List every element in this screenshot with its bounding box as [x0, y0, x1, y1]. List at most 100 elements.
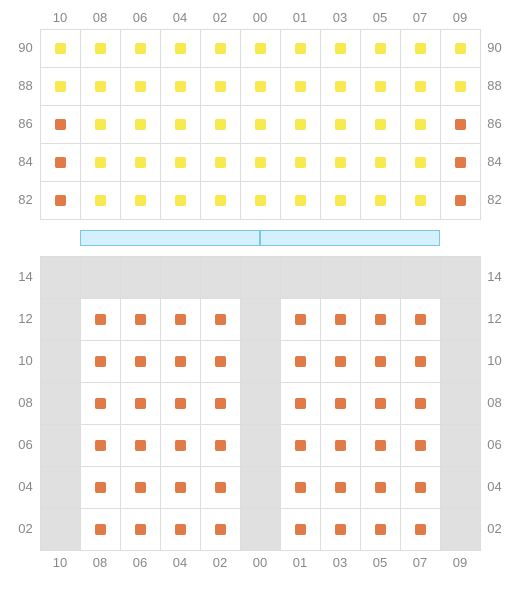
seat-cell[interactable]: [321, 383, 361, 425]
seat-cell[interactable]: [41, 144, 81, 182]
seat-cell[interactable]: [401, 144, 441, 182]
seat-cell[interactable]: [41, 68, 81, 106]
seat-cell[interactable]: [121, 68, 161, 106]
seat-cell[interactable]: [81, 425, 121, 467]
seat-cell[interactable]: [121, 341, 161, 383]
seat-cell[interactable]: [121, 106, 161, 144]
seat-cell[interactable]: [241, 144, 281, 182]
seat-cell[interactable]: [201, 467, 241, 509]
seat-cell[interactable]: [361, 144, 401, 182]
seat-cell[interactable]: [81, 341, 121, 383]
seat-cell[interactable]: [321, 106, 361, 144]
seat-cell[interactable]: [81, 299, 121, 341]
seat-cell[interactable]: [41, 30, 81, 68]
seat-cell[interactable]: [201, 509, 241, 551]
seat-cell[interactable]: [361, 383, 401, 425]
seat-cell[interactable]: [161, 30, 201, 68]
seat-cell[interactable]: [401, 299, 441, 341]
seat-cell[interactable]: [81, 509, 121, 551]
seat-cell[interactable]: [401, 467, 441, 509]
seat-cell[interactable]: [161, 383, 201, 425]
seat-cell[interactable]: [161, 299, 201, 341]
seat-cell[interactable]: [441, 182, 481, 220]
seat-cell[interactable]: [121, 30, 161, 68]
seat-cell[interactable]: [321, 30, 361, 68]
seat-cell[interactable]: [121, 299, 161, 341]
seat-cell[interactable]: [361, 299, 401, 341]
seat-cell[interactable]: [281, 341, 321, 383]
seat-cell[interactable]: [441, 30, 481, 68]
seat-cell[interactable]: [401, 341, 441, 383]
seat-cell[interactable]: [361, 106, 401, 144]
seat-cell[interactable]: [81, 30, 121, 68]
seat-cell[interactable]: [81, 467, 121, 509]
seat-cell[interactable]: [161, 425, 201, 467]
seat-cell[interactable]: [201, 182, 241, 220]
seat-cell[interactable]: [361, 341, 401, 383]
seat-cell[interactable]: [281, 106, 321, 144]
seat-cell[interactable]: [281, 30, 321, 68]
seat-cell[interactable]: [81, 383, 121, 425]
seat-cell[interactable]: [361, 509, 401, 551]
seat-cell[interactable]: [281, 144, 321, 182]
seat-cell[interactable]: [201, 68, 241, 106]
seat-cell[interactable]: [201, 341, 241, 383]
seat-cell[interactable]: [121, 425, 161, 467]
seat-cell[interactable]: [401, 30, 441, 68]
seat-cell[interactable]: [201, 106, 241, 144]
seat-cell[interactable]: [161, 68, 201, 106]
seat-cell[interactable]: [281, 425, 321, 467]
seat-cell[interactable]: [281, 467, 321, 509]
seat-cell[interactable]: [81, 68, 121, 106]
seat-cell[interactable]: [161, 106, 201, 144]
seat-cell[interactable]: [201, 299, 241, 341]
seat-cell[interactable]: [281, 509, 321, 551]
seat-cell[interactable]: [401, 182, 441, 220]
seat-cell[interactable]: [201, 30, 241, 68]
seat-cell[interactable]: [41, 106, 81, 144]
seat-cell[interactable]: [161, 144, 201, 182]
seat-cell[interactable]: [321, 467, 361, 509]
seat-cell[interactable]: [201, 425, 241, 467]
seat-cell[interactable]: [41, 182, 81, 220]
seat-cell[interactable]: [361, 467, 401, 509]
seat-cell[interactable]: [361, 30, 401, 68]
seat-cell[interactable]: [321, 425, 361, 467]
seat-cell[interactable]: [441, 144, 481, 182]
seat-cell[interactable]: [201, 144, 241, 182]
seat-cell[interactable]: [361, 425, 401, 467]
seat-cell[interactable]: [321, 182, 361, 220]
seat-cell[interactable]: [441, 106, 481, 144]
seat-cell[interactable]: [361, 68, 401, 106]
seat-cell[interactable]: [161, 182, 201, 220]
seat-cell[interactable]: [281, 383, 321, 425]
seat-cell[interactable]: [81, 106, 121, 144]
seat-cell[interactable]: [241, 30, 281, 68]
seat-cell[interactable]: [321, 299, 361, 341]
seat-cell[interactable]: [121, 182, 161, 220]
seat-cell[interactable]: [321, 341, 361, 383]
seat-cell[interactable]: [441, 68, 481, 106]
seat-cell[interactable]: [241, 68, 281, 106]
seat-cell[interactable]: [121, 467, 161, 509]
seat-cell[interactable]: [241, 106, 281, 144]
seat-cell[interactable]: [281, 68, 321, 106]
seat-cell[interactable]: [161, 509, 201, 551]
seat-cell[interactable]: [281, 299, 321, 341]
seat-cell[interactable]: [321, 68, 361, 106]
seat-cell[interactable]: [321, 509, 361, 551]
seat-cell[interactable]: [161, 467, 201, 509]
seat-cell[interactable]: [281, 182, 321, 220]
seat-cell[interactable]: [121, 383, 161, 425]
seat-cell[interactable]: [401, 425, 441, 467]
seat-cell[interactable]: [321, 144, 361, 182]
seat-cell[interactable]: [241, 182, 281, 220]
seat-cell[interactable]: [81, 144, 121, 182]
seat-cell[interactable]: [401, 509, 441, 551]
seat-cell[interactable]: [401, 106, 441, 144]
seat-cell[interactable]: [361, 182, 401, 220]
seat-cell[interactable]: [81, 182, 121, 220]
seat-cell[interactable]: [401, 383, 441, 425]
seat-cell[interactable]: [401, 68, 441, 106]
seat-cell[interactable]: [161, 341, 201, 383]
